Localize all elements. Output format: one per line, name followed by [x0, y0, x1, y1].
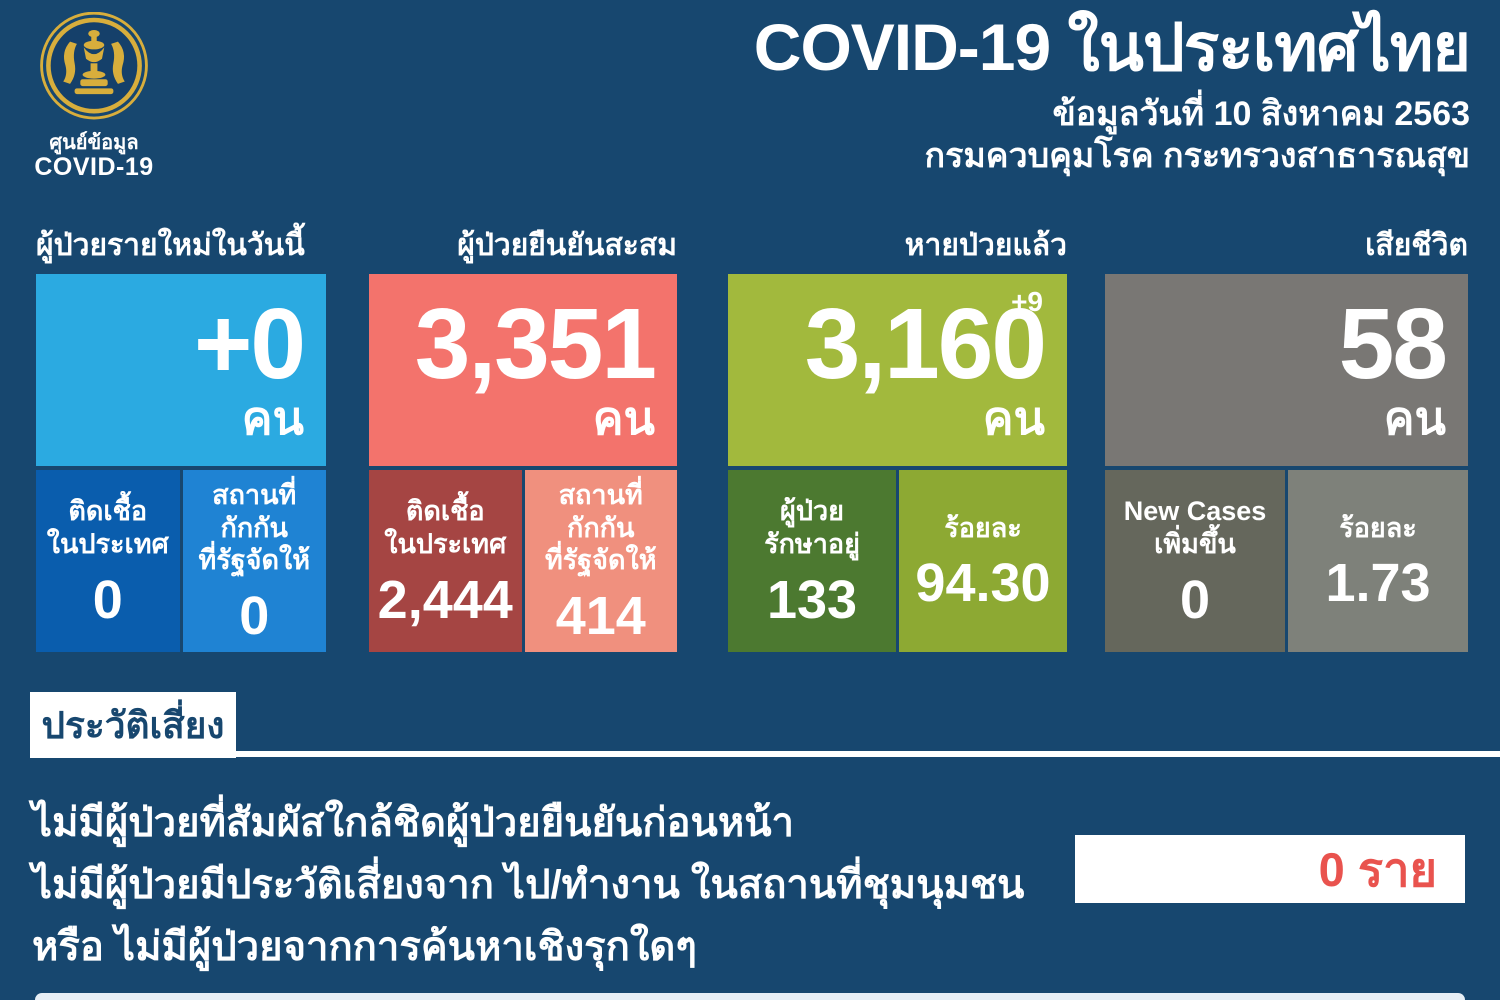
- agency-logo: ศูนย์ข้อมูล COVID-19: [24, 12, 164, 181]
- sub-cell-label: ผู้ป่วย รักษาอยู่: [764, 496, 860, 559]
- card-main-panel: +0 คน: [36, 274, 326, 466]
- main-unit: คน: [241, 392, 304, 445]
- sub-cell-state-quarantine: สถานที่ กักกัน ที่รัฐจัดให้ 414: [524, 470, 677, 652]
- sub-cell-value: 0: [92, 569, 123, 630]
- main-value: 3,351: [414, 288, 657, 401]
- card-title: ผู้ป่วยยืนยันสะสม: [457, 229, 677, 262]
- main-unit: คน: [592, 392, 655, 445]
- risk-history-title: ประวัติเสี่ยง: [41, 704, 225, 746]
- report-date: ข้อมูลวันที่ 10 สิงหาคม 2563: [1052, 95, 1470, 133]
- card-cumulative-confirmed: ผู้ป่วยยืนยันสะสม 3,351 คน ติดเชื้อ ในปร…: [369, 226, 677, 652]
- sub-cell-label: ติดเชื้อ ในประเทศ: [384, 496, 507, 559]
- card-sub-panels: ผู้ป่วย รักษาอยู่ 133 ร้อยละ 94.30: [728, 470, 1067, 652]
- card-sub-panels: ติดเชื้อ ในประเทศ 0 สถานที่ กักกัน ที่รั…: [36, 470, 326, 652]
- sub-cell-in-treatment: ผู้ป่วย รักษาอยู่ 133: [728, 470, 896, 652]
- sub-cell-label: สถานที่ กักกัน ที่รัฐจัดให้: [544, 479, 657, 576]
- sub-cell-value: 2,444: [377, 569, 513, 630]
- card-deaths: เสียชีวิต 58 คน New Cases เพิ่มขึ้น 0 ร้…: [1105, 226, 1468, 652]
- sub-cell-domestic-infection: ติดเชื้อ ในประเทศ 2,444: [369, 470, 522, 652]
- card-sub-panels: ติดเชื้อ ในประเทศ 2,444 สถานที่ กักกัน ท…: [369, 470, 677, 652]
- sub-cell-percentage: ร้อยละ 1.73: [1288, 470, 1468, 652]
- sub-cell-percentage: ร้อยละ 94.30: [899, 470, 1067, 652]
- card-main-panel: +9 3,160 คน: [728, 274, 1067, 466]
- risk-history-title-box: ประวัติเสี่ยง: [30, 692, 236, 758]
- sub-cell-state-quarantine: สถานที่ กักกัน ที่รัฐจัดให้ 0: [182, 470, 326, 652]
- sub-cell-label: ร้อยละ: [1339, 512, 1417, 543]
- sub-cell-value: 133: [766, 569, 858, 630]
- thai-government-seal-icon: [40, 12, 148, 120]
- risk-count-value: 0 ราย: [1318, 842, 1437, 896]
- divider-line: [233, 751, 1500, 757]
- sub-cell-label: New Cases เพิ่มขึ้น: [1123, 496, 1267, 559]
- logo-caption-line2: COVID-19: [34, 153, 154, 181]
- card-title: เสียชีวิต: [1365, 229, 1468, 262]
- sub-cell-value: 0: [1179, 569, 1211, 630]
- logo-caption-line1: ศูนย์ข้อมูล: [49, 132, 139, 154]
- risk-history-notes: ไม่มีผู้ป่วยที่สัมผัสใกล้ชิดผู้ป่วยยืนยั…: [32, 792, 1025, 978]
- sub-cell-label: ติดเชื้อ ในประเทศ: [46, 496, 169, 559]
- main-unit: คน: [1383, 392, 1446, 445]
- agency-name: กรมควบคุมโรค กระทรวงสาธารณสุข: [924, 137, 1470, 175]
- card-recovered: หายป่วยแล้ว +9 3,160 คน ผู้ป่วย รักษาอยู…: [728, 226, 1067, 652]
- sub-cell-value: 414: [555, 586, 646, 647]
- card-sub-panels: New Cases เพิ่มขึ้น 0 ร้อยละ 1.73: [1105, 470, 1468, 652]
- page-title: COVID-19 ในประเทศไทย: [753, 10, 1471, 84]
- main-value: 58: [1338, 288, 1448, 401]
- main-value: 3,160: [804, 288, 1047, 401]
- card-new-cases-today: ผู้ป่วยรายใหม่ในวันนี้ +0 คน ติดเชื้อ ใน…: [36, 226, 326, 652]
- sub-cell-domestic-infection: ติดเชื้อ ในประเทศ 0: [36, 470, 180, 652]
- sub-cell-value: 94.30: [915, 553, 1051, 614]
- main-value: +0: [193, 288, 306, 401]
- sub-cell-new-deaths: New Cases เพิ่มขึ้น 0: [1105, 470, 1285, 652]
- card-main-panel: 58 คน: [1105, 274, 1468, 466]
- card-title: หายป่วยแล้ว: [904, 229, 1067, 262]
- risk-note-line: หรือ ไม่มีผู้ป่วยจากการค้นหาเชิงรุกใดๆ: [32, 925, 697, 969]
- risk-note-line: ไม่มีผู้ป่วยที่สัมผัสใกล้ชิดผู้ป่วยยืนยั…: [32, 801, 795, 845]
- recovered-delta-badge: +9: [1011, 286, 1043, 317]
- card-main-panel: 3,351 คน: [369, 274, 677, 466]
- sub-cell-value: 1.73: [1325, 553, 1431, 614]
- header: COVID-19 ในประเทศไทย ข้อมูลวันที่ 10 สิง…: [753, 8, 1471, 176]
- sub-cell-label: ร้อยละ: [944, 512, 1022, 543]
- risk-note-line: ไม่มีผู้ป่วยมีประวัติเสี่ยงจาก ไป/ทำงาน …: [32, 863, 1025, 907]
- bottom-panel-edge: [35, 993, 1465, 1000]
- sub-cell-label: สถานที่ กักกัน ที่รัฐจัดให้: [198, 479, 311, 576]
- card-title: ผู้ป่วยรายใหม่ในวันนี้: [36, 229, 305, 262]
- risk-count-box: 0 ราย: [1075, 835, 1465, 903]
- sub-cell-value: 0: [239, 586, 270, 647]
- main-unit: คน: [982, 392, 1045, 445]
